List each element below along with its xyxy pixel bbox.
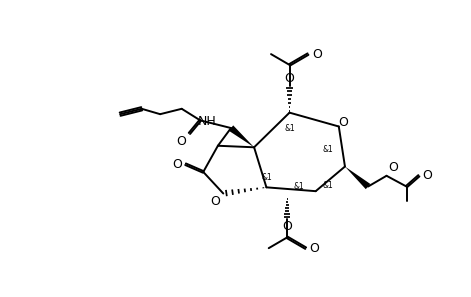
Text: &1: &1 bbox=[323, 181, 333, 189]
Polygon shape bbox=[345, 167, 370, 189]
Text: &1: &1 bbox=[293, 182, 304, 191]
Text: O: O bbox=[211, 195, 220, 208]
Text: NH: NH bbox=[198, 115, 216, 128]
Text: O: O bbox=[282, 220, 292, 233]
Text: O: O bbox=[312, 48, 322, 61]
Text: O: O bbox=[339, 116, 349, 129]
Text: O: O bbox=[177, 135, 187, 148]
Text: &1: &1 bbox=[261, 173, 272, 182]
Text: &1: &1 bbox=[323, 145, 333, 154]
Polygon shape bbox=[229, 125, 254, 147]
Text: &1: &1 bbox=[284, 124, 295, 132]
Text: O: O bbox=[309, 242, 319, 255]
Text: O: O bbox=[388, 161, 398, 174]
Text: O: O bbox=[172, 158, 182, 171]
Text: O: O bbox=[284, 72, 294, 85]
Text: O: O bbox=[423, 169, 432, 182]
